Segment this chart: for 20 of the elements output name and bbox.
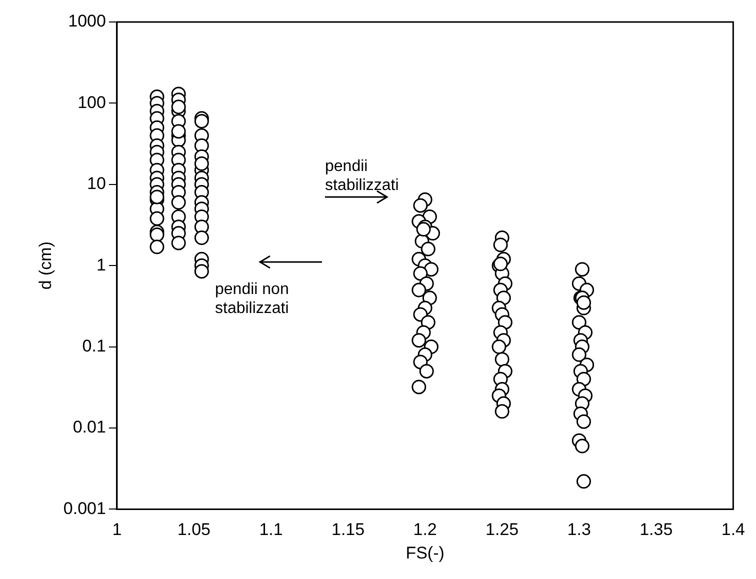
x-tick-label: 1.35 xyxy=(640,520,673,540)
x-tick-label: 1.15 xyxy=(331,520,365,540)
x-tick-label: 1.1 xyxy=(259,520,283,540)
annotation: pendii stabilizzati xyxy=(325,157,400,195)
y-tick-label: 10 xyxy=(87,174,106,194)
y-tick-label: 0.01 xyxy=(72,418,106,437)
y-tick-label: 1 xyxy=(96,255,106,274)
x-tick-label: 1.05 xyxy=(177,520,211,540)
x-tick-label: 1.4 xyxy=(721,520,746,540)
y-tick-label: 1000 xyxy=(68,12,106,31)
annotation: pendii non stabilizzati xyxy=(215,280,290,318)
x-axis-title: FS(-) xyxy=(406,543,444,562)
y-tick-label: 0.1 xyxy=(82,336,106,356)
y-tick-label: 0.001 xyxy=(63,498,106,518)
y-tick-label: 100 xyxy=(78,92,106,112)
x-tick-label: 1.2 xyxy=(413,520,437,540)
x-tick-label: 1 xyxy=(112,520,122,540)
y-axis-title: d (cm) xyxy=(36,242,55,290)
x-tick-label: 1.3 xyxy=(567,520,591,540)
x-tick-label: 1.25 xyxy=(486,520,519,540)
